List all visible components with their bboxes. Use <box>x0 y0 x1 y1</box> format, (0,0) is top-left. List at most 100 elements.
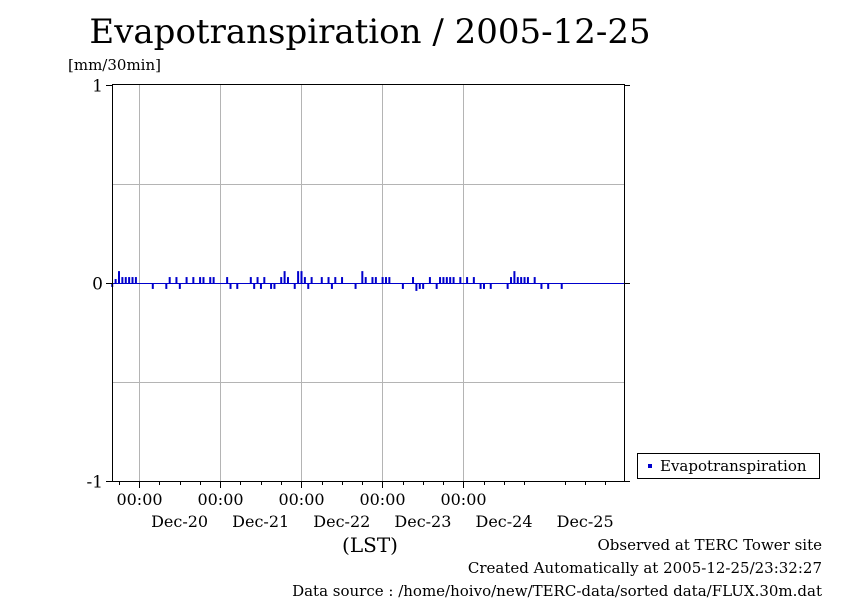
legend-label: Evapotranspiration <box>660 457 807 475</box>
series-bar <box>533 277 536 283</box>
series-bar <box>479 283 482 289</box>
grid-lines <box>112 85 624 481</box>
series-bar <box>128 277 131 283</box>
series-bar <box>249 277 252 283</box>
series-bar <box>117 271 120 283</box>
x-time-tick-label: 00:00 <box>197 490 243 509</box>
series-bar <box>510 277 513 283</box>
series-bar <box>192 277 195 283</box>
series-bar <box>466 277 469 283</box>
y-tick-label: 1 <box>92 77 103 97</box>
series-bar <box>489 283 492 289</box>
x-time-tick-label: 00:00 <box>440 490 486 509</box>
x-date-label: Dec-23 <box>394 512 451 531</box>
legend-swatch <box>648 464 652 468</box>
series-bar <box>371 277 374 283</box>
x-axis-label: (LST) <box>342 533 398 557</box>
series-bar <box>560 283 563 289</box>
series-bar <box>263 277 266 283</box>
series-bar <box>442 277 445 283</box>
footer-created-note: Created Automatically at 2005-12-25/23:3… <box>467 559 822 577</box>
series-bar <box>435 283 438 289</box>
series-bar <box>472 277 475 283</box>
series-bar <box>526 277 529 283</box>
x-date-label: Dec-22 <box>313 512 370 531</box>
series-bar <box>547 283 550 289</box>
series-bar <box>175 277 178 283</box>
y-axis-unit-label: [mm/30min] <box>68 56 161 74</box>
series-bar <box>300 271 303 283</box>
series-bar <box>327 277 330 283</box>
series-bar <box>516 277 519 283</box>
series-bar <box>401 283 404 289</box>
series-bar <box>280 277 283 283</box>
footer-data-source: Data source : /home/hoivo/new/TERC-data/… <box>292 582 822 600</box>
axis-ticks <box>106 85 630 488</box>
series-bar <box>482 283 485 289</box>
series-bar <box>523 277 526 283</box>
series-bar <box>303 277 306 283</box>
series-bar <box>361 271 364 283</box>
series-bar <box>168 277 171 283</box>
series-bar <box>307 283 310 289</box>
series-bar <box>520 277 523 283</box>
series-bar <box>283 271 286 283</box>
series-bar <box>259 283 262 289</box>
series-bar <box>449 277 452 283</box>
series-bar <box>229 283 232 289</box>
series-bar <box>439 277 442 283</box>
series-bar <box>293 283 296 289</box>
y-tick-label: 0 <box>92 275 103 295</box>
series-bar <box>124 277 127 283</box>
series-bar <box>445 277 448 283</box>
series-bar <box>341 277 344 283</box>
series-bar <box>121 277 124 283</box>
x-date-label: Dec-25 <box>557 512 614 531</box>
series-bar <box>209 277 212 283</box>
series-bar <box>134 277 137 283</box>
x-time-tick-label: 00:00 <box>278 490 324 509</box>
series-bar <box>253 283 256 289</box>
y-tick-label: -1 <box>86 473 103 493</box>
series-bar <box>202 277 205 283</box>
series-bar <box>310 277 313 283</box>
x-date-label: Dec-24 <box>476 512 533 531</box>
x-time-tick-label: 00:00 <box>359 490 405 509</box>
series-bar <box>185 277 188 283</box>
legend: Evapotranspiration <box>637 453 820 479</box>
series-bars <box>111 271 563 291</box>
axis-tick-labels: 00:00 00:00 00:00 00:00 00:00 Dec-20 Dec-21 Dec… <box>86 77 613 532</box>
series-bar <box>422 283 425 289</box>
x-date-label: Dec-20 <box>151 512 208 531</box>
series-bar <box>388 277 391 283</box>
x-date-label: Dec-21 <box>232 512 289 531</box>
series-bar <box>381 277 384 283</box>
footer-site-note: Observed at TERC Tower site <box>597 536 822 554</box>
series-bar <box>415 283 418 291</box>
series-bar <box>165 283 168 289</box>
series-bar <box>178 283 181 289</box>
series-bar <box>418 283 421 289</box>
series-bar <box>513 271 516 283</box>
series-bar <box>131 277 134 283</box>
series-bar <box>334 277 337 283</box>
series-bar <box>114 279 117 283</box>
series-bar <box>320 277 323 283</box>
series-bar <box>506 283 509 289</box>
series-bar <box>256 277 259 283</box>
series-bar <box>384 277 387 283</box>
x-time-tick-label: 00:00 <box>116 490 162 509</box>
series-bar <box>428 277 431 283</box>
series-bar <box>364 277 367 283</box>
series-bar <box>297 271 300 283</box>
series-bar <box>226 277 229 283</box>
series-bar <box>270 283 273 289</box>
series-bar <box>374 277 377 283</box>
series-bar <box>452 277 455 283</box>
series-bar <box>273 283 276 289</box>
series-bar <box>199 277 202 283</box>
series-bar <box>459 277 462 283</box>
series-bar <box>286 277 289 283</box>
series-bar <box>412 277 415 283</box>
